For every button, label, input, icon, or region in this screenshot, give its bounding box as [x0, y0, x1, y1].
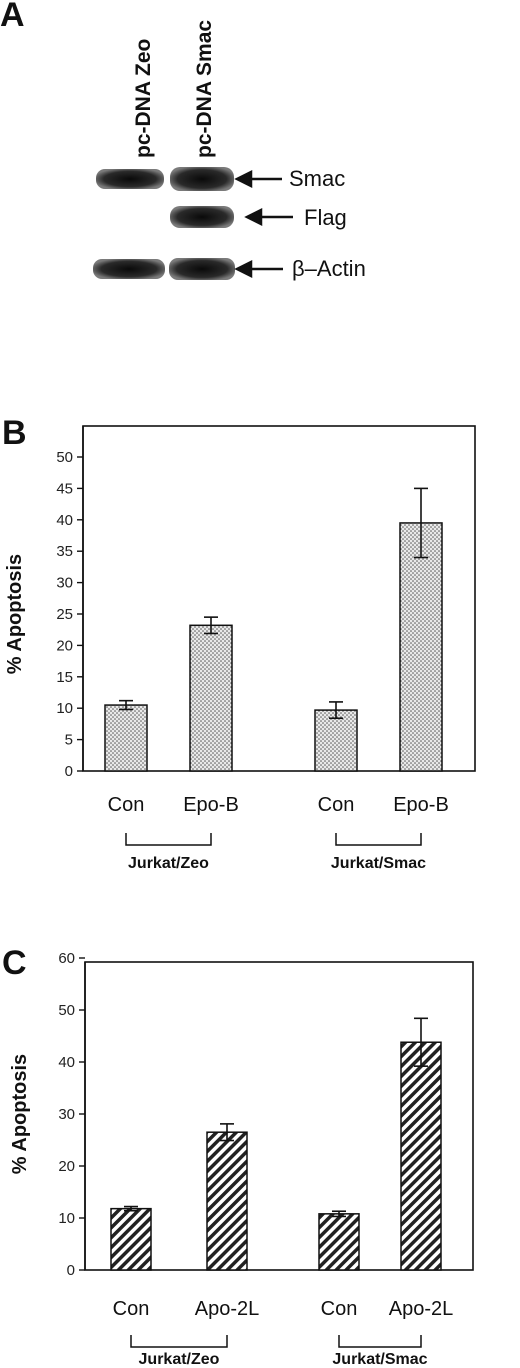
chartc-category-label: Con	[321, 1298, 358, 1320]
chartb-bar-2	[189, 624, 233, 772]
chartc-ytick-label: 30	[58, 1106, 75, 1123]
chartc-ytick-label: 10	[58, 1210, 75, 1227]
chartb-group-label: Jurkat/Zeo	[128, 855, 209, 872]
chartc-ytick-label: 60	[58, 950, 75, 967]
chartc-bar-1	[110, 1207, 152, 1271]
chartc-bar-4	[400, 1041, 442, 1271]
panel-b-letter: B	[2, 414, 27, 452]
band-label-actin: β–Actin	[292, 256, 366, 281]
chartb-ytick-label: 30	[56, 575, 73, 592]
band-smac-smac	[170, 167, 234, 191]
chartc-ytick-label: 40	[58, 1054, 75, 1071]
chartc-category-label: Con	[113, 1298, 150, 1320]
chartb-category-label: Epo-B	[393, 794, 449, 816]
chartb-category-label: Epo-B	[183, 794, 239, 816]
chartb-ytick-label: 15	[56, 669, 73, 686]
band-label-smac: Smac	[289, 166, 346, 191]
band-actin-zeo	[93, 259, 165, 279]
chartb-ytick-label: 5	[65, 732, 73, 749]
chartb-ytick-label: 45	[56, 480, 73, 497]
panel-c-letter: C	[2, 944, 27, 982]
chartb-ytick-label: 50	[56, 449, 73, 466]
chartc-ytick-label: 0	[67, 1262, 75, 1279]
arrow-actin-head	[234, 259, 253, 279]
chartb-bar-4	[399, 522, 443, 772]
chartb-ytick-label: 0	[65, 763, 73, 780]
panel-a-letter: A	[0, 0, 25, 34]
chartb-group-bracket	[125, 833, 212, 846]
chartc-ytick-label: 50	[58, 1002, 75, 1019]
blot-bands	[93, 167, 235, 280]
chartc-bar-3	[318, 1213, 360, 1271]
band-smac-zeo	[96, 169, 164, 189]
chartc-category-label: Apo-2L	[389, 1298, 454, 1320]
chartb-category-label: Con	[108, 794, 145, 816]
chartc-ylabel: % Apoptosis	[9, 1054, 31, 1174]
band-label-flag: Flag	[304, 205, 347, 230]
chartc-ytick-label: 20	[58, 1158, 75, 1175]
band-actin-smac	[169, 258, 235, 280]
chartb-ylabel: % Apoptosis	[4, 554, 26, 674]
band-flag-smac	[170, 206, 234, 228]
chartc-bar-2	[206, 1131, 248, 1271]
chartb-ytick-label: 35	[56, 543, 73, 560]
chartb-category-label: Con	[318, 794, 355, 816]
chart-c: 0 10 20 30 40 50 60 % Apoptosis Con Apo-2L Con Apo-…	[9, 950, 474, 1368]
chartc-group-bracket	[338, 1335, 422, 1348]
chartb-bar-3	[314, 709, 358, 772]
chartc-group-bracket	[130, 1335, 228, 1348]
chartc-group-label: Jurkat/Zeo	[139, 1351, 220, 1368]
chartc-group-label: Jurkat/Smac	[332, 1351, 427, 1368]
chartb-bar-1	[104, 704, 148, 772]
chartb-group-bracket	[335, 833, 422, 846]
chartb-ytick-label: 10	[56, 700, 73, 717]
chartb-ytick-label: 20	[56, 637, 73, 654]
chartb-ytick-label: 40	[56, 512, 73, 529]
chartc-category-label: Apo-2L	[195, 1298, 260, 1320]
chartb-group-label: Jurkat/Smac	[331, 855, 426, 872]
chartb-ytick-label: 25	[56, 606, 73, 623]
arrow-smac-head	[234, 169, 253, 189]
chart-b: 0 5 10 15 20 25 30 35 40 45 50 % Apoptosis Con Epo-B C…	[4, 425, 476, 872]
arrow-flag-head	[244, 207, 263, 227]
blot-arrows	[234, 169, 293, 279]
